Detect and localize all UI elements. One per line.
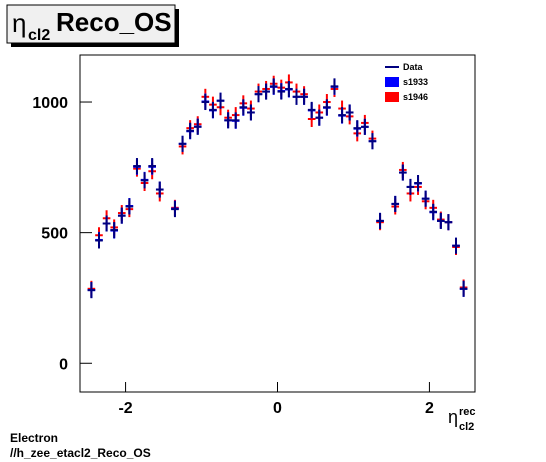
- data-point: [148, 158, 156, 175]
- data-point: [444, 214, 453, 231]
- data-point: [452, 237, 460, 254]
- x-label-symbol: η: [448, 407, 458, 427]
- data-point: [117, 207, 126, 224]
- title-symbol: η: [12, 8, 26, 38]
- data-point: [368, 133, 377, 150]
- legend-label: s1933: [403, 77, 428, 87]
- data-point: [315, 109, 324, 126]
- x-tick-label: 0: [273, 400, 282, 417]
- data-point: [186, 122, 194, 139]
- data-point: [459, 280, 468, 297]
- data-point: [216, 92, 225, 109]
- y-tick-label: 1000: [32, 95, 68, 112]
- title-box: [6, 4, 176, 44]
- title-subscript: cl2: [28, 27, 50, 44]
- data-point: [87, 282, 96, 299]
- data-point: [209, 101, 217, 118]
- data-point: [125, 198, 134, 215]
- data-point: [239, 99, 248, 116]
- data-point: [292, 88, 301, 105]
- data-point: [201, 94, 210, 111]
- data-point: [247, 104, 255, 121]
- data-point: [133, 158, 141, 175]
- data-point: [110, 222, 118, 239]
- data-point: [262, 83, 270, 100]
- data-point: [437, 212, 445, 229]
- footer-line: Electron: [10, 431, 58, 445]
- data-point: [95, 232, 103, 249]
- data-point: [338, 107, 346, 124]
- data-point: [361, 118, 369, 135]
- legend-label: s1946: [403, 92, 428, 102]
- data-point: [323, 99, 331, 116]
- footer-line: //h_zee_etacl2_Reco_OS: [10, 446, 151, 460]
- data-point: [307, 101, 316, 118]
- data-point: [414, 175, 422, 192]
- y-tick-label: 500: [41, 226, 68, 243]
- data-point: [140, 172, 149, 189]
- data-point: [171, 201, 179, 218]
- data-point: [155, 181, 164, 198]
- x-tick-label: -2: [118, 400, 132, 417]
- x-label-subscript: cl2: [459, 421, 474, 433]
- x-label-superscript: rec: [459, 406, 476, 418]
- data-point: [269, 78, 278, 95]
- chart-title: Reco_OS: [56, 7, 172, 37]
- data-point: [391, 195, 400, 212]
- data-point: [102, 215, 111, 232]
- data-point: [345, 104, 354, 121]
- data-point: [330, 78, 339, 95]
- x-tick-label: 2: [425, 400, 434, 417]
- data-point: [178, 135, 187, 152]
- legend-swatch: [385, 77, 399, 87]
- data-point: [429, 203, 438, 220]
- data-point: [193, 118, 202, 135]
- data-point: [277, 83, 286, 100]
- legend-label: Data: [403, 62, 424, 72]
- y-tick-label: 0: [59, 356, 68, 373]
- data-point: [421, 190, 430, 207]
- data-point: [399, 164, 407, 181]
- data-point: [300, 88, 308, 105]
- data-point: [285, 80, 293, 97]
- data-point: [231, 112, 240, 129]
- data-point: [254, 86, 263, 103]
- data-point: [224, 112, 232, 129]
- legend-swatch: [385, 92, 399, 102]
- data-point: [353, 120, 362, 137]
- data-point: [406, 178, 415, 195]
- data-point: [376, 212, 384, 229]
